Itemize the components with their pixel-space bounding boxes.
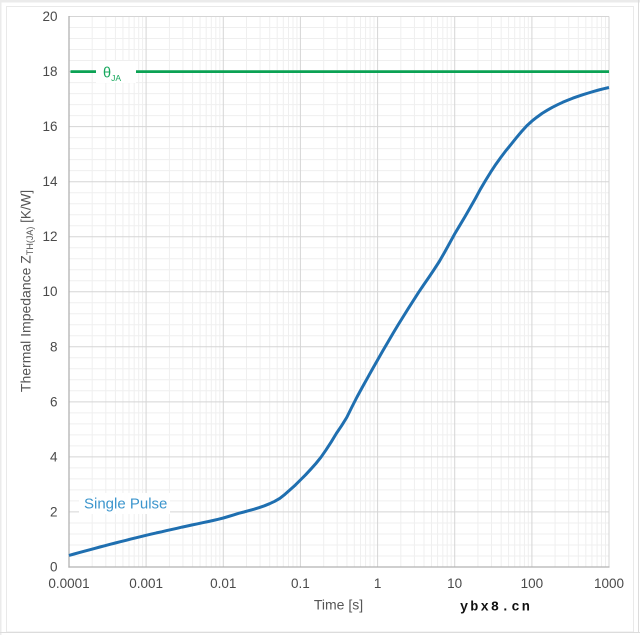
svg-text:Single Pulse: Single Pulse bbox=[84, 496, 167, 513]
svg-text:20: 20 bbox=[42, 9, 57, 24]
svg-text:4: 4 bbox=[50, 449, 58, 464]
svg-text:18: 18 bbox=[42, 64, 57, 79]
svg-text:12: 12 bbox=[42, 229, 57, 244]
svg-text:8: 8 bbox=[50, 339, 58, 354]
svg-text:ybx8.cn: ybx8.cn bbox=[460, 601, 532, 616]
svg-text:6: 6 bbox=[50, 394, 58, 409]
svg-text:1000: 1000 bbox=[594, 576, 624, 591]
svg-text:0.0001: 0.0001 bbox=[48, 576, 89, 591]
svg-text:10: 10 bbox=[447, 576, 462, 591]
svg-text:100: 100 bbox=[521, 576, 544, 591]
svg-text:14: 14 bbox=[42, 174, 58, 189]
svg-text:1: 1 bbox=[374, 576, 382, 591]
svg-text:2: 2 bbox=[50, 505, 58, 520]
svg-text:Thermal Impedance ZTH(JA) [K/W: Thermal Impedance ZTH(JA) [K/W] bbox=[18, 190, 36, 392]
svg-text:Time [s]: Time [s] bbox=[314, 597, 363, 613]
svg-text:0: 0 bbox=[50, 560, 58, 575]
svg-text:0.01: 0.01 bbox=[210, 576, 236, 591]
svg-text:0.1: 0.1 bbox=[291, 576, 310, 591]
svg-text:10: 10 bbox=[42, 284, 57, 299]
svg-text:0.001: 0.001 bbox=[129, 576, 163, 591]
svg-text:16: 16 bbox=[42, 119, 57, 134]
